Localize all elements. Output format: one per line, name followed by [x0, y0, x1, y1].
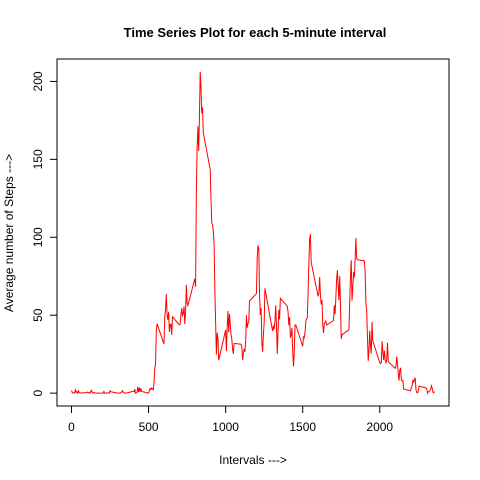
y-axis-label: Average number of Steps --->	[2, 154, 16, 312]
x-tick-label: 500	[139, 420, 159, 434]
x-tick-label: 1000	[212, 420, 239, 434]
chart-title: Time Series Plot for each 5-minute inter…	[124, 25, 387, 40]
y-tick-label: 50	[31, 308, 45, 322]
data-line	[71, 71, 435, 395]
x-axis-label: Intervals --->	[219, 453, 287, 467]
y-tick-label: 200	[31, 71, 45, 91]
x-tick-label: 1500	[289, 420, 316, 434]
y-tick-label: 100	[31, 227, 45, 247]
plot-frame	[56, 58, 450, 407]
y-tick-label: 150	[31, 149, 45, 169]
y-tick-label: 0	[31, 389, 45, 396]
x-tick-label: 0	[68, 420, 75, 434]
x-tick-label: 2000	[366, 420, 393, 434]
